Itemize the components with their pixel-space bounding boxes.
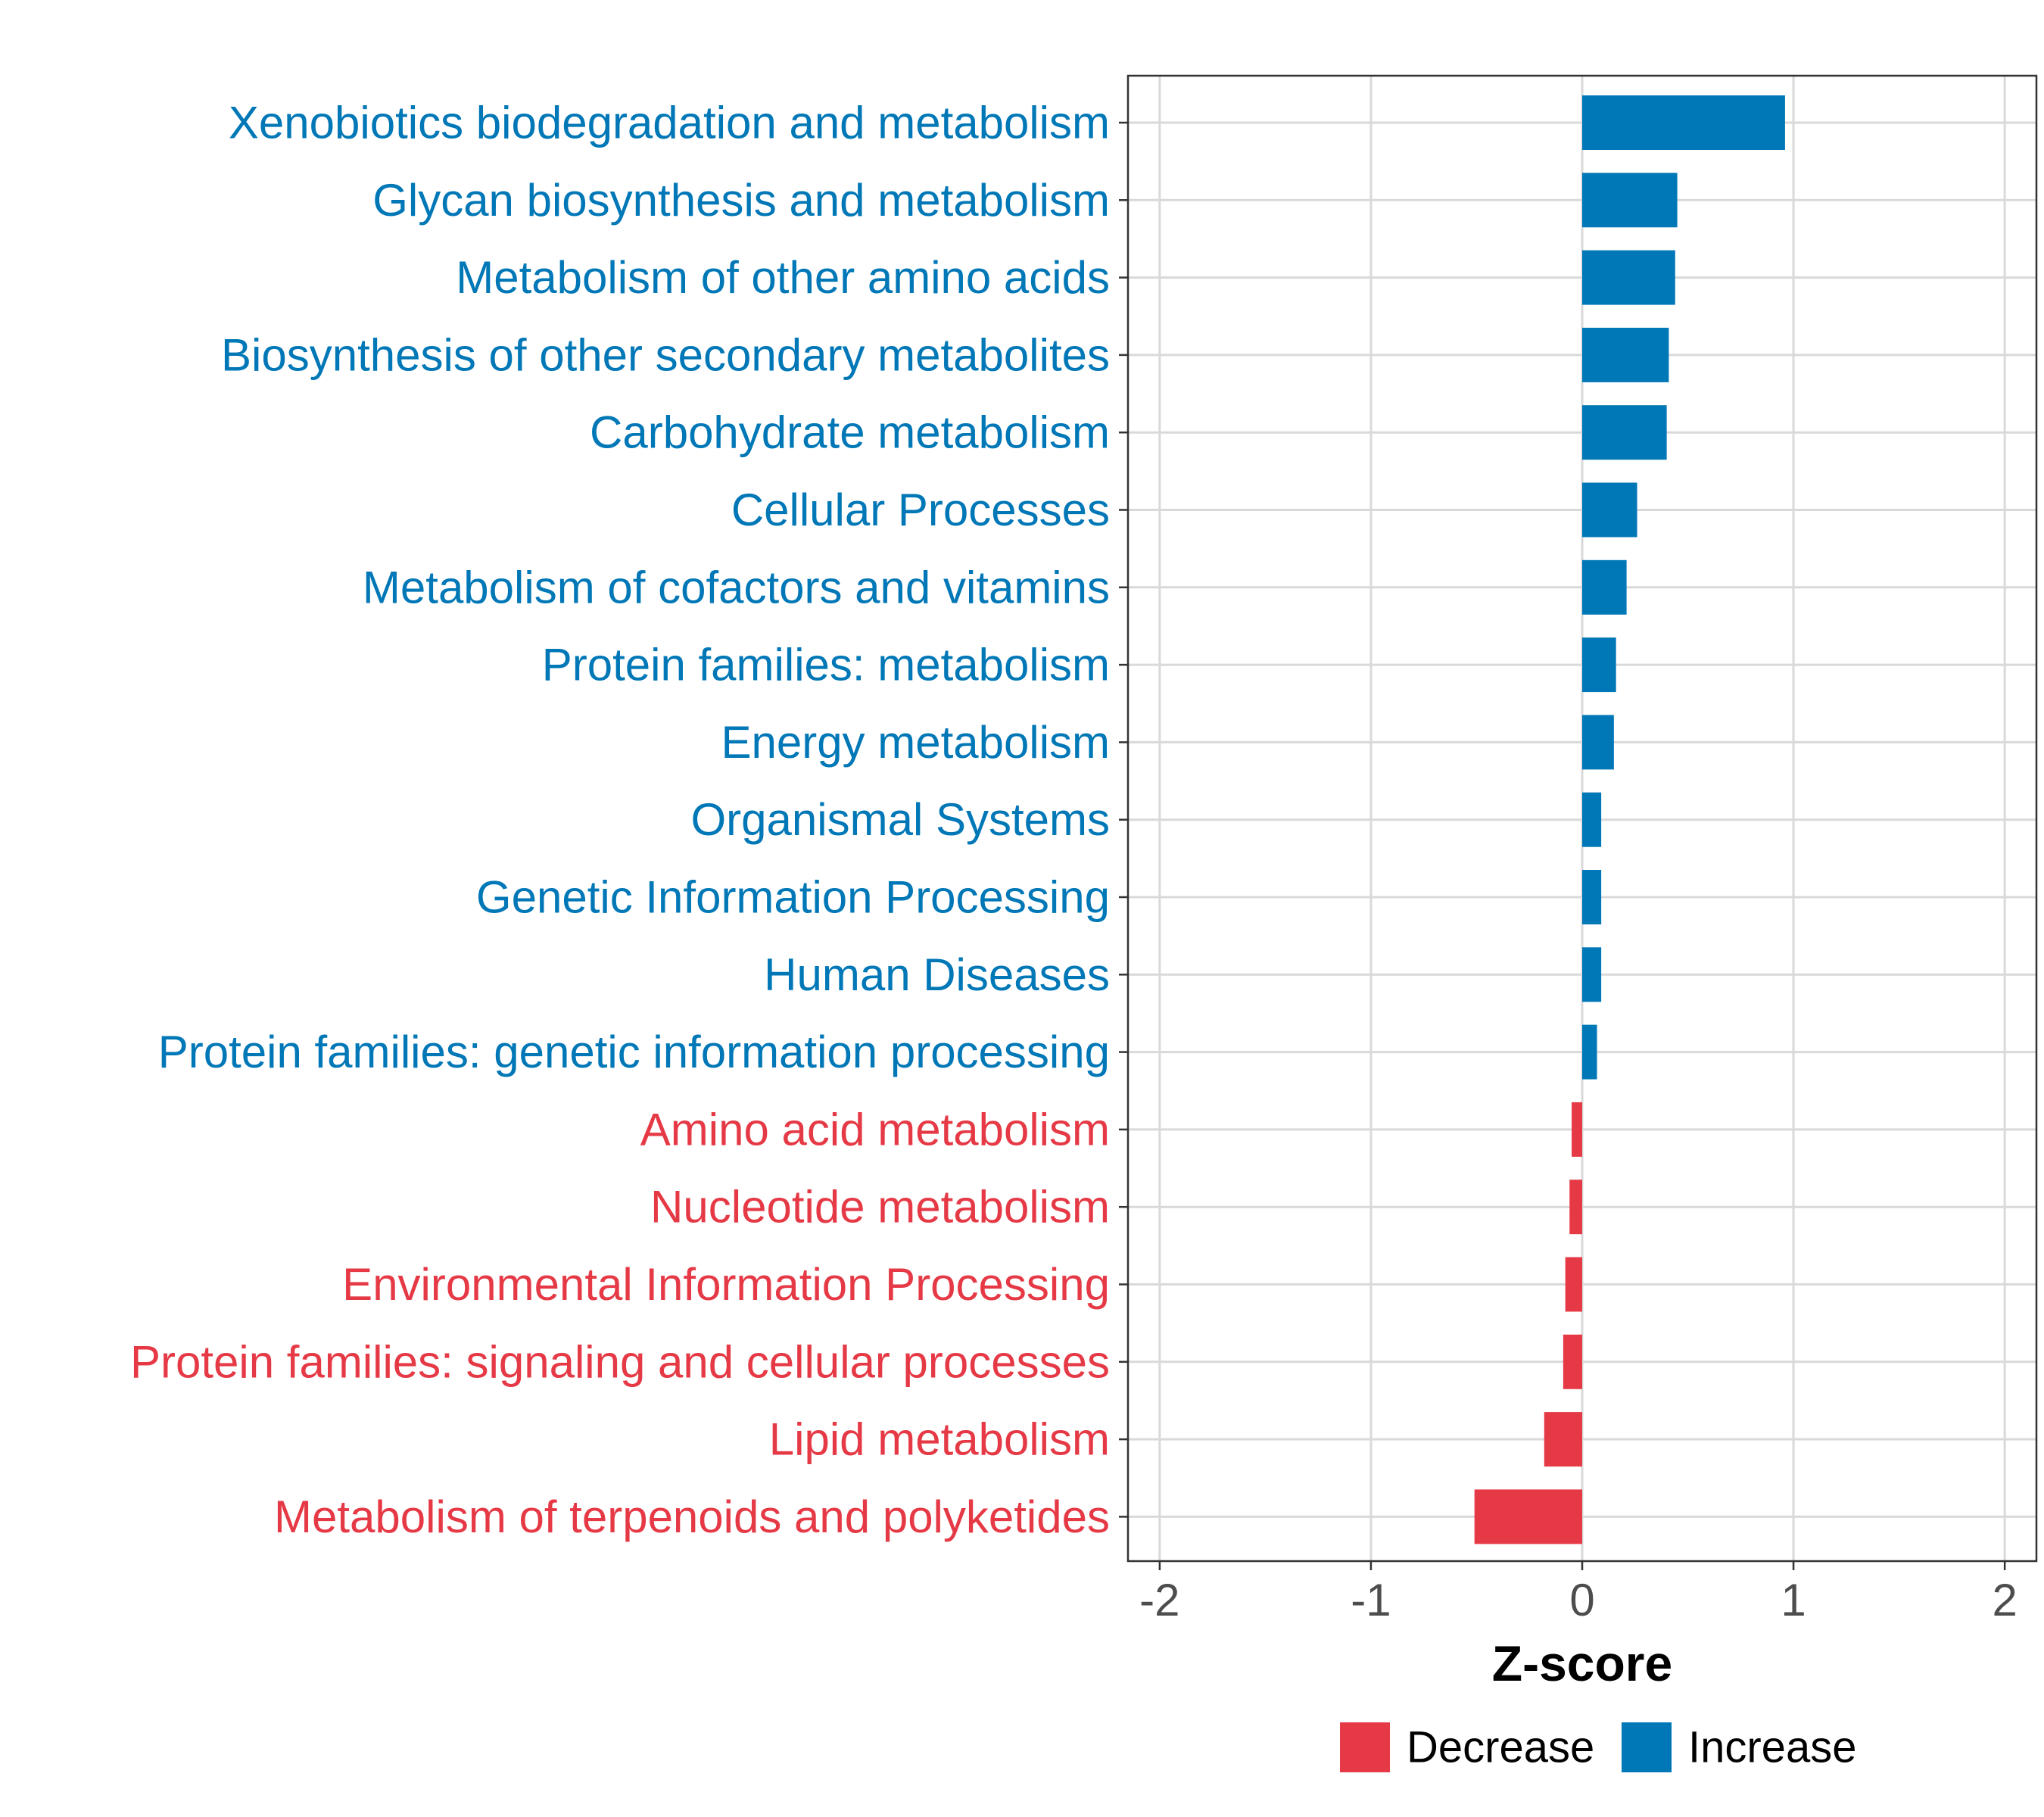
- bar-7: [1582, 637, 1616, 693]
- bar-4: [1582, 405, 1667, 460]
- category-label-2: Metabolism of other amino acids: [456, 252, 1110, 303]
- legend-label-increase: Increase: [1688, 1723, 1856, 1772]
- bar-2: [1582, 250, 1675, 305]
- bar-18: [1474, 1489, 1582, 1544]
- bar-14: [1569, 1180, 1582, 1235]
- category-label-15: Environmental Information Processing: [342, 1259, 1110, 1310]
- x-tick-label-2: 0: [1569, 1575, 1594, 1625]
- bar-11: [1582, 947, 1602, 1002]
- category-label-6: Metabolism of cofactors and vitamins: [363, 562, 1110, 612]
- category-label-18: Metabolism of terpenoids and polyketides: [274, 1491, 1110, 1542]
- bar-15: [1565, 1257, 1582, 1312]
- x-axis-title: Z-score: [1492, 1635, 1672, 1691]
- legend-label-decrease: Decrease: [1407, 1723, 1594, 1772]
- bar-17: [1544, 1412, 1582, 1467]
- legend-key-decrease: [1340, 1722, 1390, 1772]
- x-axis: -2 -1 0 1 2: [1139, 1561, 2018, 1625]
- x-tick-label-3: 1: [1781, 1575, 1806, 1625]
- bar-16: [1563, 1334, 1582, 1389]
- category-label-13: Amino acid metabolism: [640, 1104, 1110, 1155]
- bar-8: [1582, 715, 1614, 770]
- category-label-3: Biosynthesis of other secondary metaboli…: [221, 329, 1110, 380]
- x-tick-label-0: -2: [1139, 1575, 1179, 1625]
- category-label-11: Human Diseases: [764, 949, 1110, 1000]
- category-label-16: Protein families: signaling and cellular…: [130, 1336, 1110, 1387]
- bar-10: [1582, 870, 1602, 924]
- bars: [1474, 95, 1785, 1544]
- legend-key-increase: [1622, 1722, 1672, 1772]
- category-label-1: Glycan biosynthesis and metabolism: [372, 175, 1110, 226]
- bar-12: [1582, 1024, 1597, 1080]
- bar-1: [1582, 173, 1678, 228]
- category-label-9: Organismal Systems: [691, 794, 1110, 845]
- category-label-4: Carbohydrate metabolism: [590, 407, 1110, 458]
- category-label-10: Genetic Information Processing: [476, 872, 1110, 923]
- category-label-0: Xenobiotics biodegradation and metabolis…: [229, 98, 1110, 148]
- category-label-12: Protein families: genetic information pr…: [158, 1027, 1110, 1077]
- x-tick-label-1: -1: [1351, 1575, 1391, 1625]
- bar-0: [1582, 95, 1785, 150]
- bar-3: [1582, 327, 1669, 382]
- bar-9: [1582, 792, 1602, 847]
- legend: Decrease Increase: [1340, 1722, 1856, 1772]
- category-label-8: Energy metabolism: [721, 717, 1110, 768]
- category-label-5: Cellular Processes: [731, 485, 1110, 535]
- bar-5: [1582, 482, 1637, 538]
- category-label-17: Lipid metabolism: [769, 1414, 1110, 1465]
- category-label-14: Nucleotide metabolism: [650, 1182, 1110, 1233]
- bar-6: [1582, 559, 1627, 615]
- y-axis: Xenobiotics biodegradation and metabolis…: [130, 98, 1128, 1542]
- bar-13: [1572, 1102, 1582, 1157]
- category-label-7: Protein families: metabolism: [542, 640, 1110, 690]
- x-tick-label-4: 2: [1992, 1575, 2017, 1625]
